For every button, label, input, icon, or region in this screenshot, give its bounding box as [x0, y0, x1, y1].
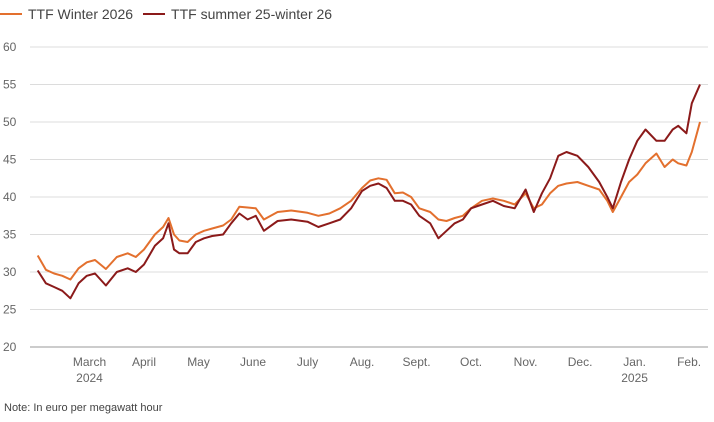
y-tick-label: 60	[3, 40, 17, 54]
legend-swatch-winter-2026	[0, 13, 22, 15]
x-tick-label: Aug.	[350, 355, 375, 369]
chart-note: Note: In euro per megawatt hour	[4, 402, 163, 414]
x-tick-label: Jan.	[623, 355, 646, 369]
legend-item-winter-2026: TTF Winter 2026	[0, 6, 133, 22]
x-tick-label: Dec.	[568, 355, 593, 369]
series-line-0	[36, 121, 701, 281]
x-tick-sublabel: 2024	[76, 371, 103, 385]
legend-swatch-summer-winter	[143, 13, 166, 15]
x-tick-label: March	[73, 355, 106, 369]
y-tick-label: 50	[3, 115, 17, 129]
x-tick-label: Sept.	[403, 355, 431, 369]
x-tick-label: July	[297, 355, 318, 369]
y-tick-label: 45	[3, 153, 17, 167]
y-tick-label: 25	[3, 303, 17, 317]
x-tick-label: June	[240, 355, 266, 369]
y-tick-label: 35	[3, 228, 17, 242]
legend-label-summer-winter: TTF summer 25-winter 26	[171, 6, 333, 22]
series-line-1	[36, 84, 701, 300]
chart-legend: TTF Winter 2026 TTF summer 25-winter 26	[0, 6, 332, 22]
x-tick-label: Nov.	[514, 355, 538, 369]
y-tick-label: 20	[3, 340, 17, 354]
y-tick-label: 40	[3, 190, 17, 204]
legend-item-summer-winter: TTF summer 25-winter 26	[143, 6, 332, 22]
y-tick-label: 30	[3, 265, 17, 279]
x-tick-label: April	[132, 355, 156, 369]
y-tick-label: 55	[3, 78, 17, 92]
x-tick-label: May	[187, 355, 210, 369]
x-tick-label: Oct.	[460, 355, 482, 369]
legend-label-winter-2026: TTF Winter 2026	[28, 6, 134, 22]
x-tick-sublabel: 2025	[621, 371, 648, 385]
x-tick-label: Feb.	[677, 355, 701, 369]
